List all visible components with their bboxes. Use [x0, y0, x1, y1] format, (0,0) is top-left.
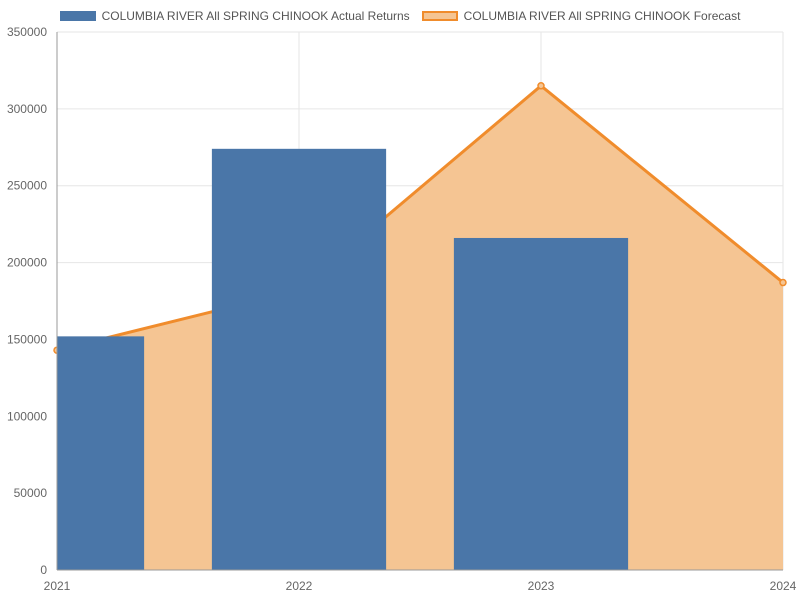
- x-tick-label: 2022: [286, 579, 313, 593]
- y-tick-label: 50000: [14, 486, 48, 500]
- forecast-area-fill: [57, 85, 783, 571]
- legend-item-forecast[interactable]: COLUMBIA RIVER All SPRING CHINOOK Foreca…: [421, 9, 741, 23]
- y-tick-label: 300000: [7, 102, 47, 116]
- y-tick-label: 150000: [7, 332, 47, 346]
- x-tick-label: 2024: [770, 579, 797, 593]
- legend-item-actual-returns[interactable]: COLUMBIA RIVER All SPRING CHINOOK Actual…: [59, 9, 410, 23]
- y-tick-label: 200000: [7, 256, 47, 270]
- y-tick-label: 350000: [7, 25, 47, 39]
- x-tick-label: 2021: [44, 579, 71, 593]
- x-tick-label: 2023: [528, 579, 555, 593]
- bar-actual-returns: [57, 336, 145, 570]
- bar-actual-returns: [211, 148, 387, 570]
- forecast-line: [56, 84, 784, 352]
- forecast-point: [779, 278, 787, 287]
- y-tick-label: 0: [40, 563, 47, 577]
- forecast-point: [537, 82, 545, 90]
- bar-actual-returns: [453, 237, 629, 570]
- y-tick-label: 250000: [7, 179, 47, 193]
- y-tick-label: 100000: [7, 409, 47, 423]
- legend-swatch-forecast: [421, 11, 458, 21]
- legend-label-actual-returns: COLUMBIA RIVER All SPRING CHINOOK Actual…: [101, 9, 410, 23]
- legend: COLUMBIA RIVER All SPRING CHINOOK Actual…: [0, 6, 800, 26]
- legend-swatch-actual-returns: [59, 11, 96, 21]
- legend-label-forecast: COLUMBIA RIVER All SPRING CHINOOK Foreca…: [463, 9, 741, 23]
